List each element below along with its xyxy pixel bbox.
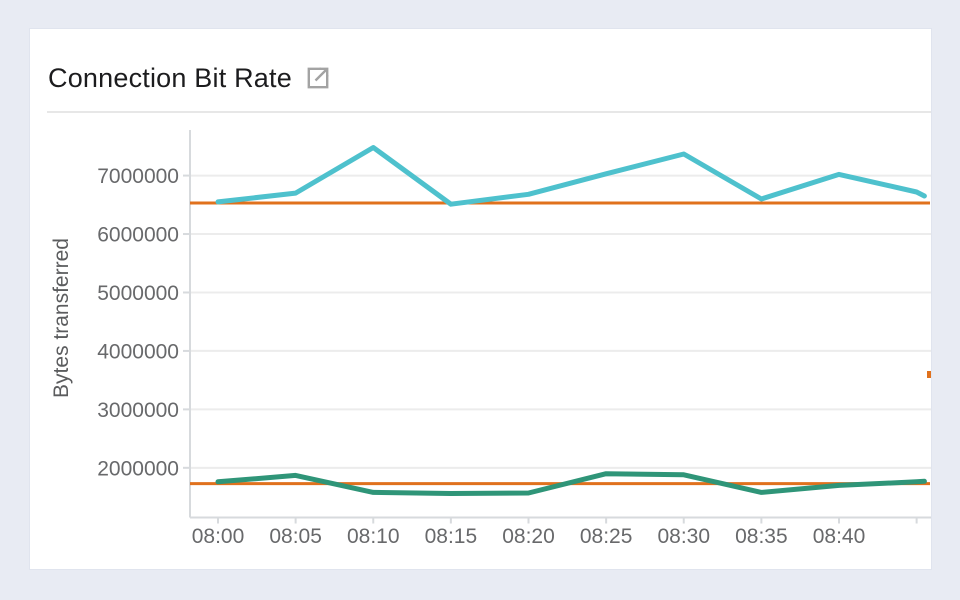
x-tick-label: 08:30 [657,525,710,548]
x-tick-label: 08:10 [347,525,400,548]
x-tick-label: 08:20 [502,525,555,548]
x-tick-label: 08:35 [735,525,788,548]
upper-series-line[interactable] [215,145,927,207]
y-tick-label: 4000000 [97,340,179,363]
x-tick-label: 08:40 [813,525,866,548]
y-tick-label: 2000000 [97,457,179,480]
y-tick-label: 6000000 [97,224,179,247]
chart-header: Connection Bit Rate [48,62,331,94]
lower-series-line[interactable] [215,471,927,496]
y-tick-label: 5000000 [97,282,179,305]
x-tick-label: 08:15 [425,525,478,548]
y-tick-label: 3000000 [97,399,179,422]
header-divider [47,111,931,113]
x-tick-label: 08:25 [580,525,633,548]
clipped-orange-marker [927,371,931,378]
chart-card: Connection Bit Rate 7000000 6000000 500000… [30,29,931,569]
chart-title: Connection Bit Rate [48,63,292,93]
x-tick-label: 08:05 [269,525,322,548]
x-tick-label: 08:00 [192,525,245,548]
y-axis-title: Bytes transferred [50,238,73,398]
external-link-icon[interactable] [305,65,331,91]
y-tick-label: 7000000 [97,165,179,188]
chart-svg[interactable]: 7000000 6000000 5000000 4000000 3000000 20000… [30,29,931,569]
